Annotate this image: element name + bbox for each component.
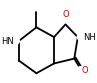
Text: HN: HN: [1, 37, 14, 45]
Text: NH: NH: [83, 33, 95, 42]
Ellipse shape: [59, 15, 72, 23]
Ellipse shape: [76, 33, 89, 42]
Text: O: O: [62, 10, 69, 19]
Ellipse shape: [8, 37, 20, 45]
Text: O: O: [81, 66, 88, 75]
Ellipse shape: [75, 66, 87, 75]
